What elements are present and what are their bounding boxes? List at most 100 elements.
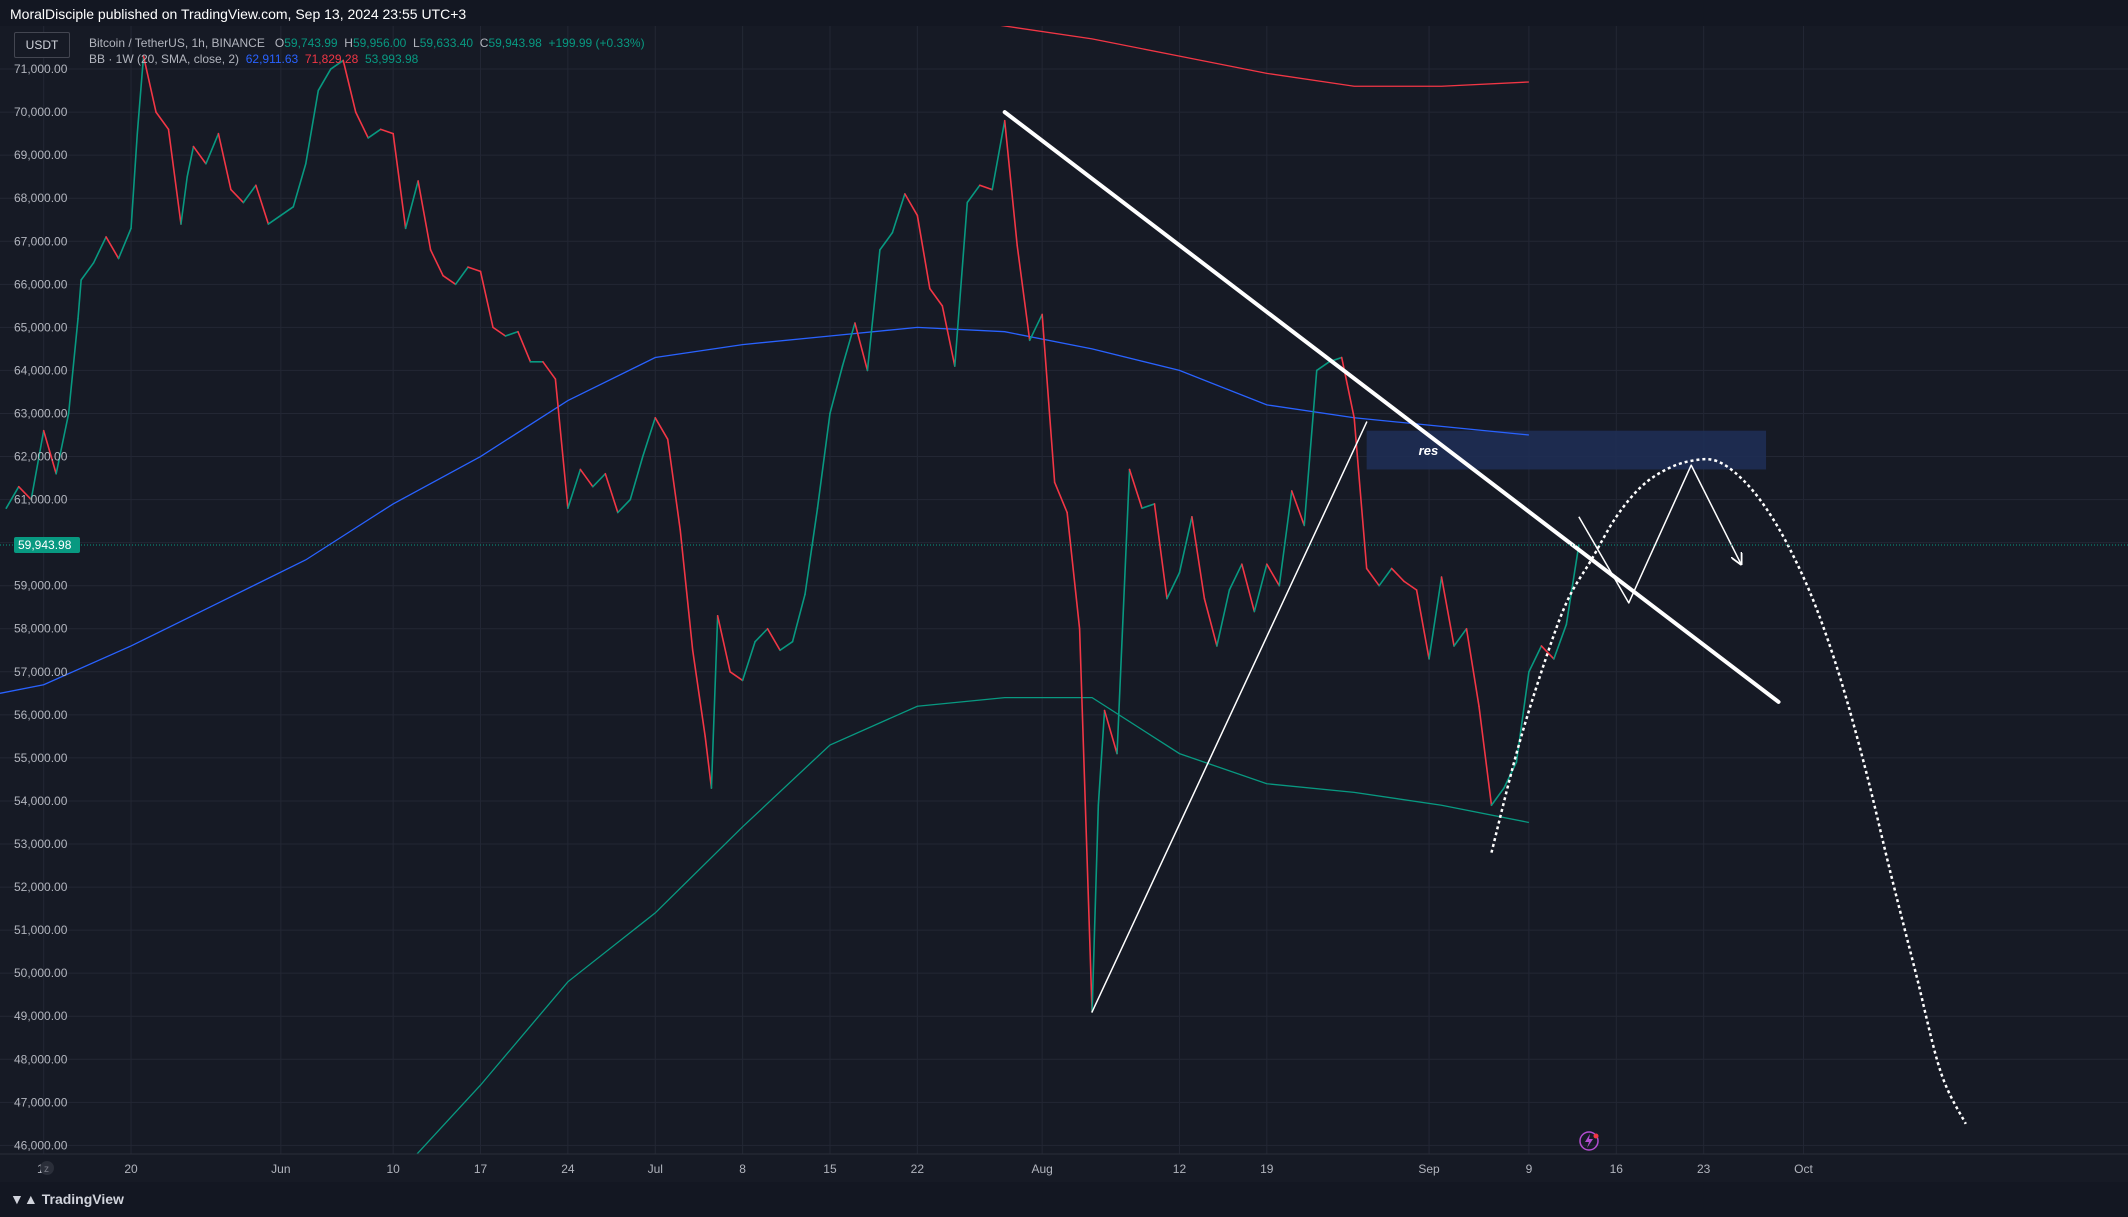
x-tick-label: Oct — [1794, 1162, 1813, 1176]
price-segment — [1290, 490, 1306, 527]
price-segment — [978, 184, 994, 191]
price-segment — [42, 429, 57, 475]
price-segment — [1465, 627, 1480, 708]
x-tick-label: 23 — [1697, 1162, 1711, 1176]
price-segment — [92, 236, 107, 264]
price-segment — [392, 132, 407, 230]
price-segment — [729, 671, 744, 682]
price-segment — [1016, 244, 1031, 342]
y-tick-label: 68,000.00 — [14, 191, 68, 205]
x-tick-label: 20 — [124, 1162, 138, 1176]
price-segment — [155, 111, 170, 131]
y-axis-labels[interactable]: 71,000.00 70,000.00 69,000.00 68,000.00 67,0… — [14, 62, 68, 1152]
price-segment — [879, 231, 894, 251]
price-tag: 59,943.98 — [14, 537, 80, 554]
price-segment — [267, 214, 282, 225]
price-segment — [816, 412, 831, 509]
price-segment — [567, 468, 582, 509]
y-tick-label: 55,000.00 — [14, 751, 68, 765]
price-segment — [654, 416, 669, 441]
y-tick-label: 63,000.00 — [14, 406, 68, 420]
price-segment — [1103, 709, 1118, 755]
price-segment — [342, 59, 357, 113]
symbol-legend[interactable]: Bitcoin / TetherUS, 1h, BINANCE O59,743.… — [89, 36, 645, 50]
price-segment — [117, 227, 132, 260]
price-segment — [710, 615, 719, 789]
price-segment — [192, 145, 207, 165]
price-segment — [136, 55, 145, 135]
price-series — [5, 55, 1580, 1013]
y-tick-label: 53,000.00 — [14, 837, 68, 851]
bb-basis-value: 62,911.63 — [245, 52, 299, 66]
price-segment — [180, 175, 189, 225]
price-segment — [841, 322, 856, 367]
x-tick-label: 9 — [1526, 1162, 1533, 1176]
price-segment — [592, 472, 607, 488]
price-segment — [854, 322, 869, 372]
projection-arc — [1490, 457, 1967, 1125]
price-segment — [1365, 567, 1380, 587]
price-segment — [741, 640, 756, 682]
price-segment — [904, 193, 919, 217]
tradingview-brand: TradingView — [41, 1191, 124, 1207]
bb-basis-line — [0, 326, 1529, 694]
price-segment — [929, 287, 944, 307]
x-tick-label: 12 — [1173, 1162, 1187, 1176]
price-segment — [791, 593, 806, 643]
x-axis-background — [0, 1154, 2128, 1182]
grid-lines — [0, 26, 2128, 1154]
price-segment — [991, 119, 1006, 191]
y-tick-label: 46,000.00 — [14, 1138, 68, 1152]
price-segment — [379, 128, 394, 135]
price-segment — [766, 627, 781, 652]
timezone-icon[interactable]: z — [40, 1161, 54, 1175]
price-segment — [1553, 623, 1568, 660]
price-segment — [479, 270, 494, 329]
trendline-1 — [1091, 421, 1368, 1013]
y-tick-label: 51,000.00 — [14, 923, 68, 937]
price-segment — [80, 261, 95, 281]
price-segment — [542, 361, 557, 380]
high-label: H — [344, 36, 353, 50]
x-tick-label: 16 — [1610, 1162, 1624, 1176]
price-segment — [317, 68, 332, 92]
price-segment — [429, 249, 444, 277]
price-segment — [554, 378, 569, 509]
price-segment — [517, 330, 532, 363]
bb-lower-value: 53,993.98 — [364, 52, 419, 66]
price-segment — [1415, 589, 1430, 660]
publisher-bar: MoralDisciple published on TradingView.c… — [0, 0, 2128, 26]
price-segment — [754, 627, 769, 643]
price-segment — [704, 735, 713, 789]
price-segment — [691, 649, 706, 738]
price-segment — [1340, 356, 1355, 419]
price-segment — [916, 214, 931, 290]
indicator-legend[interactable]: BB · 1W (20, SMA, close, 2) 62,911.63 71… — [89, 52, 418, 66]
price-segment — [1153, 503, 1168, 600]
price-segment — [953, 201, 969, 367]
price-segment — [1166, 571, 1181, 600]
x-tick-label: 19 — [1260, 1162, 1274, 1176]
alert-icon[interactable] — [1579, 1131, 1599, 1151]
user-drawings[interactable] — [1002, 110, 1967, 1125]
currency-selector[interactable]: USDT — [14, 32, 70, 58]
price-segment — [242, 184, 257, 204]
price-segment — [641, 416, 657, 458]
price-segment — [1128, 468, 1143, 509]
open-label: O — [274, 36, 285, 50]
price-segment — [1097, 709, 1106, 807]
price-segment — [1303, 369, 1318, 527]
price-segment — [55, 412, 70, 475]
price-segment — [617, 498, 632, 514]
price-segment — [280, 206, 295, 217]
price-segment — [1241, 563, 1256, 613]
price-segment — [866, 249, 881, 372]
price-segment — [1440, 576, 1455, 647]
price-segment — [1216, 589, 1231, 647]
x-tick-label: 22 — [911, 1162, 925, 1176]
tradingview-logo[interactable]: ▼▲ TradingView — [10, 1191, 124, 1207]
price-segment — [1203, 597, 1218, 647]
price-chart[interactable]: res 71,000.00 70,000.00 69,000.00 68,000.00… — [0, 26, 2128, 1182]
price-segment — [1478, 705, 1493, 807]
x-axis-labels[interactable]: 1320Jun101724Jul81522Aug1219Sep91623Oct — [37, 1162, 1813, 1176]
